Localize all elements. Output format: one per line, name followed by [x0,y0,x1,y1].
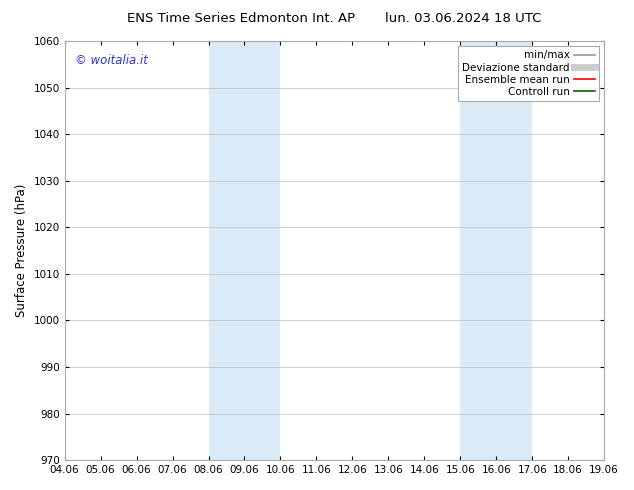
Bar [460,41,532,460]
Legend: min/max, Deviazione standard, Ensemble mean run, Controll run: min/max, Deviazione standard, Ensemble m… [458,46,599,101]
Text: lun. 03.06.2024 18 UTC: lun. 03.06.2024 18 UTC [385,12,541,25]
Text: © woitalia.it: © woitalia.it [75,53,148,67]
Text: ENS Time Series Edmonton Int. AP: ENS Time Series Edmonton Int. AP [127,12,355,25]
Bar [209,41,280,460]
Y-axis label: Surface Pressure (hPa): Surface Pressure (hPa) [15,184,28,318]
